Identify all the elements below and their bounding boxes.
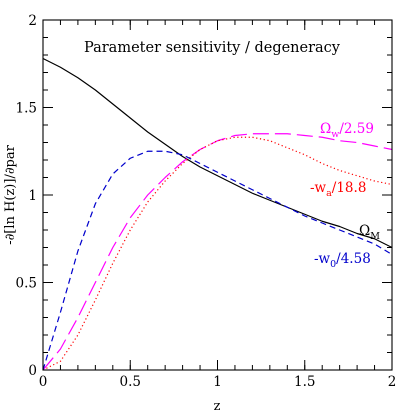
x-tick-label: 0.5: [120, 374, 141, 390]
series-line-w_0: [42, 150, 393, 371]
series-label-w-a: -wa/18.8: [310, 180, 366, 199]
x-tick-label: 1: [213, 374, 222, 390]
x-tick-label: 0: [39, 374, 48, 390]
y-axis-label: -∂[ln H(z)]/∂par: [3, 144, 18, 244]
series-layer: [42, 57, 393, 371]
y-tick-label: 2: [28, 13, 37, 29]
series-label-w-a-suffix: /18.8: [332, 180, 367, 196]
x-tick-label: 2: [388, 374, 397, 390]
series-label-w-0-suffix: /4.58: [336, 251, 371, 267]
x-axis-label: z: [214, 399, 221, 414]
y-tick-label: 0: [28, 363, 37, 379]
tick-layer: 0 0.5 1 1.5 2 0 0.5 1 1.5 2: [16, 13, 397, 390]
x-tick-label: 1.5: [294, 374, 315, 390]
y-tick-label: 1: [28, 188, 37, 204]
series-line-w_a: [42, 136, 393, 371]
y-tick-label: 0.5: [16, 276, 37, 292]
series-line-omega_w: [42, 133, 393, 371]
series-label-w-0: -w0/4.58: [314, 251, 371, 270]
y-tick-label: 1.5: [16, 101, 37, 117]
series-label-omega-w-suffix: /2.59: [339, 121, 374, 137]
chart-title: Parameter sensitivity / degeneracy: [84, 40, 341, 56]
series-line-omega_m: [42, 57, 393, 249]
